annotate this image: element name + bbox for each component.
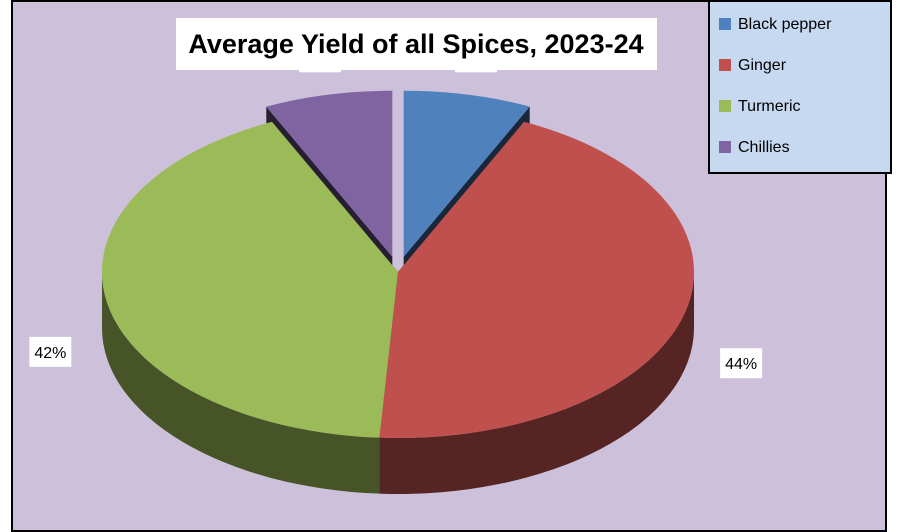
data-label-text-turmeric: 42% — [34, 345, 66, 362]
legend-label-ginger: Ginger — [738, 57, 787, 74]
pie-slices — [102, 90, 695, 494]
legend-swatch-turmeric — [719, 100, 731, 112]
legend-swatch-ginger — [719, 59, 731, 71]
legend-label-black-pepper: Black pepper — [738, 16, 832, 33]
legend: Black pepper Ginger Turmeric Chillies — [719, 16, 832, 156]
slice-side-turmeric — [102, 272, 380, 494]
legend-box — [708, 0, 892, 174]
legend-item-black-pepper: Black pepper — [719, 16, 832, 33]
slice-black-pepper — [403, 90, 530, 257]
legend-label-turmeric: Turmeric — [738, 98, 801, 115]
legend-swatch-black-pepper — [719, 18, 731, 30]
data-label-box-ginger — [720, 348, 763, 379]
data-label-turmeric: 42% — [29, 336, 72, 367]
slice-ginger — [379, 121, 694, 438]
slice-chillies — [266, 90, 393, 257]
slice-turmeric — [102, 121, 399, 438]
data-label-text-ginger: 44% — [725, 356, 757, 373]
data-label-box-turmeric — [29, 336, 72, 367]
slice-side-ginger — [379, 272, 695, 494]
legend-swatch-chillies — [719, 141, 731, 153]
chart-title: Average Yield of all Spices, 2023-24 — [188, 29, 643, 59]
legend-item-chillies: Chillies — [719, 139, 790, 156]
legend-label-chillies: Chillies — [738, 139, 790, 156]
legend-item-ginger: Ginger — [719, 57, 787, 74]
legend-item-turmeric: Turmeric — [719, 98, 801, 115]
data-label-ginger: 44% — [720, 348, 763, 379]
title-box — [176, 18, 657, 70]
